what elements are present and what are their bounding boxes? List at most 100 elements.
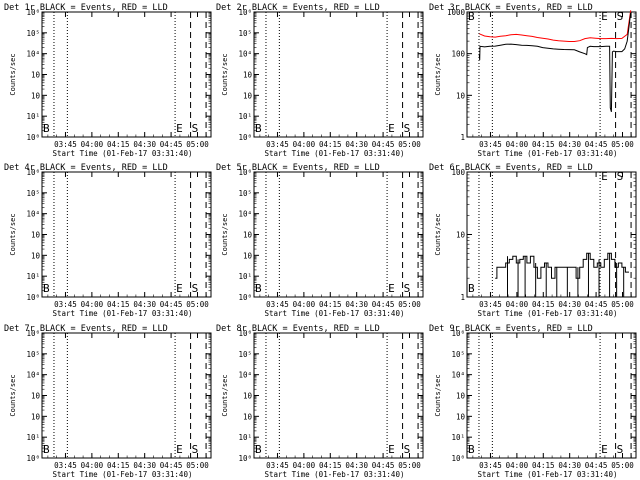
x-tick-label: 03:45 — [54, 140, 77, 149]
panel-det-2r: Det 2r BLACK = Events, RED = LLD10⁶ 10⁵ 10… — [216, 3, 423, 158]
x-axis-label: Start Time (01-Feb-17 03:31:40) — [53, 149, 193, 158]
x-tick-label: 04:45 — [160, 140, 183, 149]
start-marker-label: S — [192, 122, 199, 135]
end-marker-label: E — [176, 122, 183, 135]
x-tick-label: 05:00 — [611, 461, 634, 470]
x-tick-label: 04:45 — [160, 461, 183, 470]
y-tick-label: 10⁲ — [243, 412, 253, 421]
x-tick-label: 03:45 — [266, 140, 289, 149]
y-tick-label: 1 — [460, 133, 465, 142]
x-tick-label: 04:45 — [585, 461, 608, 470]
x-tick-label: 03:45 — [266, 461, 289, 470]
begin-marker-label: B — [255, 282, 262, 295]
x-tick-label: 04:30 — [558, 140, 581, 149]
x-tick-label: 05:00 — [186, 140, 209, 149]
begin-marker-label: B — [43, 443, 50, 456]
x-tick-label: 04:00 — [293, 140, 316, 149]
panel-det-3r: Det 3r BLACK = Events, RED = LLD1000 100 1… — [429, 3, 636, 158]
y-tick-label: 10⁶ — [238, 168, 252, 177]
x-tick-label: 03:45 — [479, 300, 502, 309]
series-events-line — [479, 13, 630, 112]
y-tick-label: 10¹ — [238, 433, 252, 442]
x-tick-label: 03:45 — [266, 300, 289, 309]
x-tick-label: 04:00 — [506, 461, 529, 470]
y-tick-label: 1 — [460, 293, 465, 302]
y-tick-label: 10⁰ — [238, 454, 252, 463]
y-tick-label: 100 — [451, 50, 465, 59]
x-tick-label: 04:30 — [133, 140, 156, 149]
panel-det-9r: Det 9r BLACK = Events, RED = LLD10⁶10⁵10… — [429, 324, 636, 479]
x-tick-label: 05:00 — [611, 140, 634, 149]
x-axis-label: Start Time (01-Feb-17 03:31:40) — [478, 149, 618, 158]
y-tick-label: 10⁳ — [243, 231, 253, 240]
x-tick-label: 05:00 — [186, 300, 209, 309]
y-tick-label: 10⁳ — [243, 71, 253, 80]
x-tick-label: 04:15 — [107, 461, 130, 470]
x-tick-label: 04:45 — [585, 300, 608, 309]
y-tick-label: 10⁵ — [451, 350, 465, 359]
y-tick-label: 100 — [451, 168, 465, 177]
x-tick-label: 05:00 — [398, 140, 421, 149]
panel-det-4r: Det 4r BLACK = Events, RED = LLD10⁶10⁵10… — [4, 163, 211, 318]
y-tick-label: 10⁵ — [26, 350, 40, 359]
y-tick-label: 10¹ — [238, 272, 252, 281]
y-tick-label: 10⁲ — [31, 412, 41, 421]
panel-det-1r: Det 1r BLACK = Events, RED = LLD10⁶10⁵10… — [4, 3, 211, 158]
y-axis-label: Counts/sec — [9, 374, 17, 416]
y-tick-label: 10 — [456, 91, 466, 100]
begin-marker-label: B — [468, 443, 475, 456]
y-tick-label: 10⁴ — [238, 210, 252, 219]
x-tick-label: 05:00 — [398, 461, 421, 470]
y-tick-label: 10⁳ — [243, 392, 253, 401]
end-marker-label: E — [388, 282, 395, 295]
x-tick-label: 03:45 — [54, 300, 77, 309]
y-axis-label: Counts/sec — [9, 213, 17, 255]
panel-det-6r: Det 6r BLACK = Events, RED = LLD100 10 1 Co… — [429, 163, 636, 318]
series-lld-line — [479, 10, 630, 41]
y-axis-label: Counts/sec — [434, 374, 442, 416]
start-marker-label: S — [404, 282, 411, 295]
y-tick-label: 10⁲ — [243, 251, 253, 260]
end-marker-label: E — [601, 170, 608, 183]
series-events-step-line — [495, 253, 629, 278]
x-tick-label: 05:00 — [186, 461, 209, 470]
y-tick-label: 10⁴ — [451, 371, 465, 380]
y-tick-label: 10⁵ — [238, 189, 252, 198]
y-tick-label: 10⁴ — [26, 371, 40, 380]
x-tick-label: 04:30 — [558, 300, 581, 309]
panel-det-5r: Det 5r BLACK = Events, RED = LLD10⁶ 10⁵ 10… — [216, 163, 423, 318]
x-tick-label: 04:00 — [293, 300, 316, 309]
x-tick-label: 04:45 — [160, 300, 183, 309]
begin-marker-label: B — [468, 282, 475, 295]
start-marker-label: S — [404, 122, 411, 135]
y-tick-label: 10⁰ — [238, 133, 252, 142]
start-marker-label: S — [192, 282, 199, 295]
start-marker-label: S — [617, 170, 624, 183]
end-marker-label: E — [388, 443, 395, 456]
start-marker-label: S — [617, 443, 624, 456]
y-axis-label: Counts/sec — [221, 213, 229, 255]
y-tick-label: 10⁶ — [238, 8, 252, 17]
x-tick-label: 04:30 — [133, 461, 156, 470]
y-tick-label: 10¹ — [26, 433, 40, 442]
y-tick-label: 10⁴ — [238, 371, 252, 380]
x-axis-label: Start Time (01-Feb-17 03:31:40) — [265, 309, 405, 318]
y-tick-label: 10⁶ — [26, 168, 40, 177]
y-tick-label: 10⁴ — [26, 210, 40, 219]
y-tick-label: 10⁳ — [31, 71, 41, 80]
y-tick-label: 10⁰ — [451, 454, 465, 463]
y-tick-label: 10⁶ — [238, 329, 252, 338]
end-marker-label: E — [601, 10, 608, 23]
x-tick-label: 04:45 — [372, 461, 395, 470]
y-tick-label: 10⁲ — [243, 91, 253, 100]
y-tick-label: 10¹ — [26, 112, 40, 121]
x-tick-label: 04:00 — [81, 461, 104, 470]
x-tick-label: 04:15 — [532, 140, 555, 149]
x-axis-label: Start Time (01-Feb-17 03:31:40) — [478, 309, 618, 318]
panel-det-8r: Det 8r BLACK = Events, RED = LLD10⁶ 10⁵ 10… — [216, 324, 423, 479]
y-axis-label: Counts/sec — [221, 53, 229, 95]
x-tick-label: 04:15 — [532, 461, 555, 470]
x-tick-label: 04:15 — [107, 140, 130, 149]
begin-marker-label: B — [468, 10, 475, 23]
